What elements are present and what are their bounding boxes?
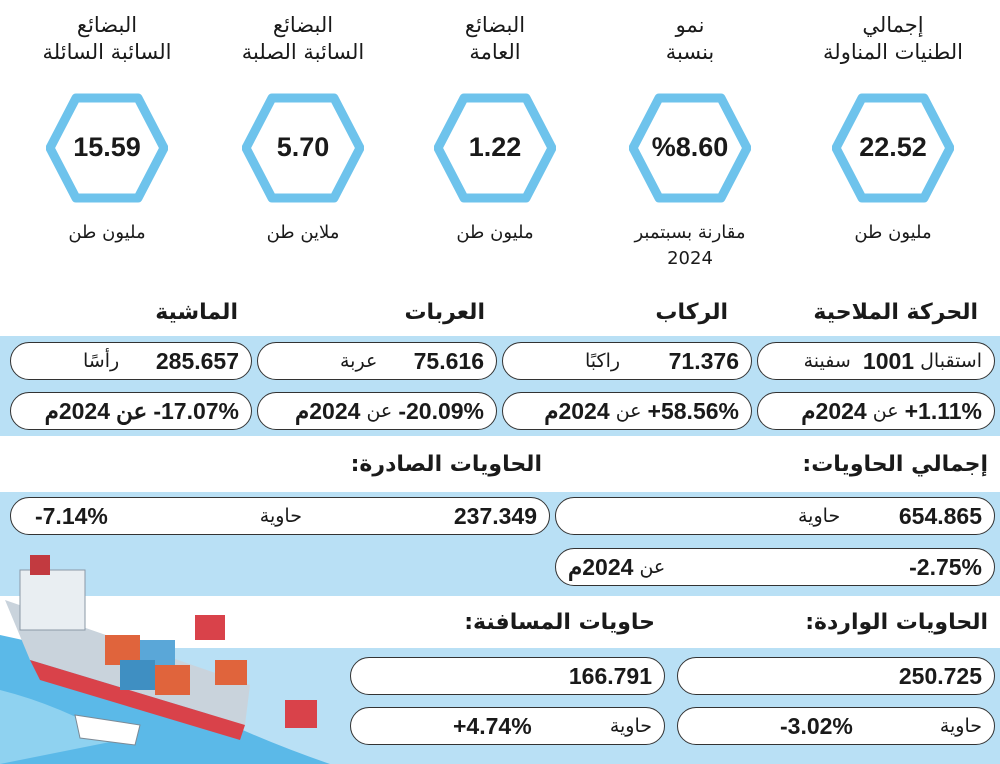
transshipment-containers-pill: 166.791 (350, 657, 665, 695)
kpi-unit: مليون طن (456, 222, 534, 243)
outbound-containers-pill: 237.349 حاوية -7.14% (10, 497, 550, 535)
percent: +4.74% (453, 712, 532, 739)
unit: حاوية (939, 715, 982, 737)
ships-change-pill: +1.11% عن 2024م (757, 392, 995, 430)
year: 2024م (544, 397, 610, 424)
header-livestock: الماشية (155, 300, 238, 325)
hexagon-badge: 22.52 (832, 92, 954, 204)
label: عن (366, 400, 393, 422)
value: 237.349 (453, 502, 537, 529)
total-containers-pill: 654.865 حاوية (555, 497, 995, 535)
ships-pill: استقبال 1001 سفينة (757, 342, 995, 380)
total-change-pill: -2.75% عن 2024م (555, 548, 995, 586)
kpi-value: 22.52 (859, 132, 927, 162)
percent: +58.56% (647, 397, 739, 424)
kpi-title: البضائع (76, 13, 138, 37)
label: عن (615, 400, 642, 422)
kpi-growth: نمو بنسبة %8.60 مقارنة بسبتمبر 2024 (595, 0, 785, 272)
unit: رأسًا (83, 350, 120, 372)
header-inbound-containers: الحاويات الواردة: (805, 610, 988, 635)
unit: عربة (340, 350, 378, 372)
percent: +1.11% (904, 397, 982, 424)
kpi-unit: 2024 (667, 248, 713, 269)
percent: -17.07% (153, 397, 239, 424)
value: 75.616 (413, 347, 484, 374)
vehicles-change-pill: -20.09% عن 2024م (257, 392, 497, 430)
vehicles-pill: 75.616 عربة (257, 342, 497, 380)
cargo-ship-illustration (0, 555, 330, 764)
passengers-pill: 71.376 راكبًا (502, 342, 752, 380)
label: عن (639, 556, 666, 578)
label: استقبال (920, 350, 982, 372)
passengers-change-pill: +58.56% عن 2024م (502, 392, 752, 430)
inbound-containers-pill: 250.725 (677, 657, 995, 695)
kpi-value: %8.60 (651, 132, 729, 162)
kpi-title: البضائع (464, 13, 526, 37)
unit: سفينة (803, 350, 851, 372)
value: 71.376 (668, 347, 739, 374)
kpi-title: الطنيات المناولة (823, 40, 963, 64)
kpi-title: السائبة الصلبة (241, 40, 365, 64)
kpi-title: العامة (469, 40, 521, 64)
unit: راكبًا (585, 350, 621, 372)
kpi-general-cargo: البضائع العامة 1.22 مليون طن (400, 0, 590, 246)
kpi-value: 5.70 (276, 132, 330, 162)
percent: -7.14% (34, 502, 108, 529)
unit: حاوية (798, 505, 841, 527)
value: 250.725 (898, 662, 982, 689)
kpi-title: البضائع (272, 13, 334, 37)
livestock-change-pill: -17.07% عن 2024م (10, 392, 252, 430)
hexagon-badge: 15.59 (46, 92, 168, 204)
kpi-value: 1.22 (468, 132, 522, 162)
year: 2024م (568, 553, 634, 580)
percent: -3.02% (780, 712, 853, 739)
kpi-liquid-bulk: البضائع السائبة السائلة 15.59 مليون طن (12, 0, 202, 246)
year: 2024م (801, 397, 867, 424)
hexagon-badge: 5.70 (242, 92, 364, 204)
inbound-change-pill: حاوية -3.02% (677, 707, 995, 745)
percent: -2.75% (909, 553, 982, 580)
value: 166.791 (568, 662, 652, 689)
year: 2024م (295, 397, 361, 424)
percent: -20.09% (398, 397, 484, 424)
livestock-pill: 285.657 رأسًا (10, 342, 252, 380)
label: عن (872, 400, 899, 422)
kpi-total-tonnage: إجمالي الطنيات المناولة 22.52 مليون طن (798, 0, 988, 246)
kpi-title: السائبة السائلة (42, 40, 172, 64)
transshipment-change-pill: حاوية +4.74% (350, 707, 665, 745)
unit: حاوية (259, 505, 302, 527)
value: 1001 (862, 347, 915, 374)
kpi-unit: مقارنة بسبتمبر (634, 222, 746, 243)
header-transshipment-containers: حاويات المسافنة: (464, 610, 655, 635)
header-passengers: الركاب (655, 300, 728, 325)
header-vehicles: العربات (404, 300, 485, 325)
hexagon-badge: %8.60 (629, 92, 751, 204)
kpi-title: إجمالي (862, 13, 924, 37)
kpi-dry-bulk: البضائع السائبة الصلبة 5.70 ملاين طن (208, 0, 398, 246)
header-outbound-containers: الحاويات الصادرة: (350, 452, 542, 477)
kpi-unit: مليون طن (854, 222, 932, 243)
kpi-title: بنسبة (665, 40, 715, 64)
header-total-containers: إجمالي الحاويات: (802, 452, 988, 477)
unit: حاوية (609, 715, 652, 737)
value: 654.865 (898, 502, 982, 529)
kpi-unit: مليون طن (68, 222, 146, 243)
header-maritime: الحركة الملاحية (813, 300, 978, 325)
hexagon-badge: 1.22 (434, 92, 556, 204)
label: عن (116, 397, 148, 424)
value: 285.657 (155, 347, 239, 374)
kpi-unit: ملاين طن (266, 222, 340, 243)
kpi-title: نمو (675, 13, 705, 37)
year: 2024م (44, 397, 110, 424)
kpi-value: 15.59 (73, 132, 141, 162)
